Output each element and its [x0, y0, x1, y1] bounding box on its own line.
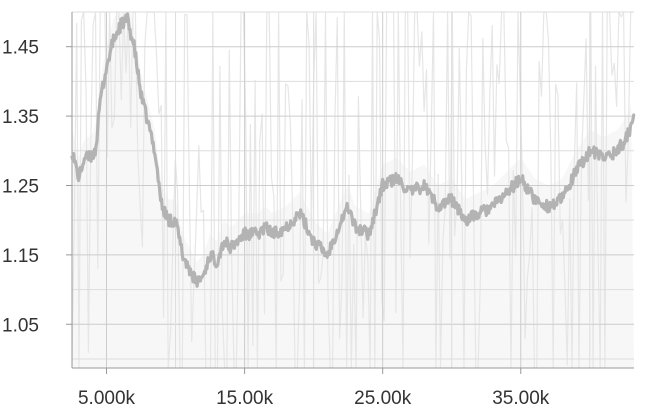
raw-noise-series [71, 11, 634, 369]
y-tick-label: 1.25 [2, 176, 39, 197]
x-tick-label: 5.000k [78, 388, 136, 409]
tick-labels: 1.05 1.15 1.25 1.35 1.45 5.000k 15.00k 25.00k 35… [2, 38, 550, 409]
raw-line [71, 11, 633, 369]
x-tick-label: 15.00k [216, 388, 274, 409]
y-tick-label: 1.45 [2, 38, 39, 59]
smoothed-series [70, 12, 636, 288]
grid [72, 11, 634, 368]
x-tick-label: 25.00k [354, 388, 412, 409]
y-tick-label: 1.35 [2, 107, 39, 128]
y-tick-label: 1.15 [2, 246, 39, 267]
smoothed-line [70, 12, 636, 288]
raw-band-fill [72, 12, 634, 368]
axes [66, 12, 634, 374]
y-tick-label: 1.05 [2, 315, 39, 336]
x-tick-label: 35.00k [492, 388, 550, 409]
